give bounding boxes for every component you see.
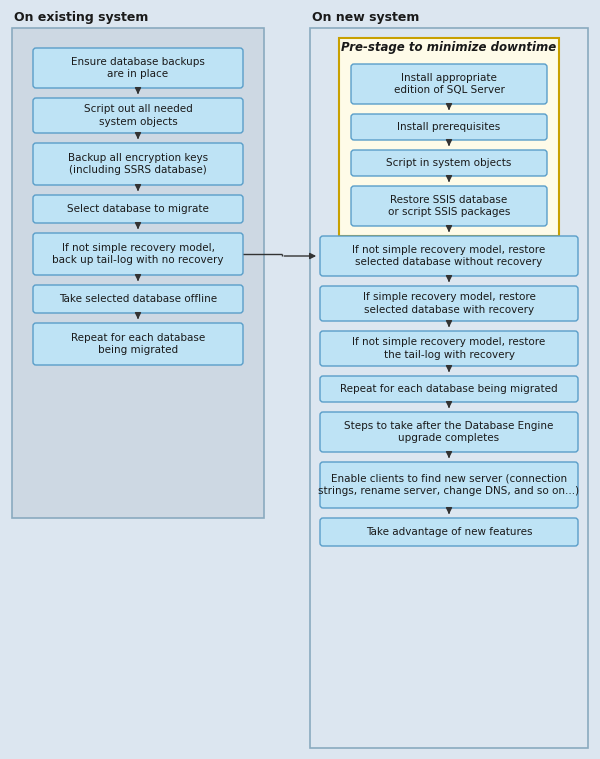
FancyBboxPatch shape <box>320 412 578 452</box>
FancyBboxPatch shape <box>33 143 243 185</box>
FancyBboxPatch shape <box>351 114 547 140</box>
Text: On new system: On new system <box>312 11 419 24</box>
FancyBboxPatch shape <box>33 48 243 88</box>
Bar <box>12 28 264 518</box>
Text: Steps to take after the Database Engine
upgrade completes: Steps to take after the Database Engine … <box>344 420 554 443</box>
Bar <box>339 38 559 236</box>
FancyBboxPatch shape <box>351 150 547 176</box>
FancyBboxPatch shape <box>33 98 243 133</box>
Text: Ensure database backups
are in place: Ensure database backups are in place <box>71 57 205 80</box>
FancyBboxPatch shape <box>320 331 578 366</box>
Text: Backup all encryption keys
(including SSRS database): Backup all encryption keys (including SS… <box>68 153 208 175</box>
FancyBboxPatch shape <box>320 518 578 546</box>
FancyBboxPatch shape <box>33 233 243 275</box>
FancyBboxPatch shape <box>33 323 243 365</box>
Text: Restore SSIS database
or script SSIS packages: Restore SSIS database or script SSIS pac… <box>388 194 510 217</box>
FancyBboxPatch shape <box>320 376 578 402</box>
Text: Take advantage of new features: Take advantage of new features <box>366 527 532 537</box>
Text: Repeat for each database
being migrated: Repeat for each database being migrated <box>71 332 205 355</box>
FancyBboxPatch shape <box>320 462 578 508</box>
FancyBboxPatch shape <box>320 286 578 321</box>
Text: Install prerequisites: Install prerequisites <box>397 122 500 132</box>
FancyBboxPatch shape <box>351 186 547 226</box>
Text: Take selected database offline: Take selected database offline <box>59 294 217 304</box>
Text: On existing system: On existing system <box>14 11 148 24</box>
Text: Select database to migrate: Select database to migrate <box>67 204 209 214</box>
Text: Repeat for each database being migrated: Repeat for each database being migrated <box>340 384 558 394</box>
Text: If simple recovery model, restore
selected database with recovery: If simple recovery model, restore select… <box>362 292 535 315</box>
Text: Script out all needed
system objects: Script out all needed system objects <box>83 104 193 127</box>
Text: If not simple recovery model, restore
the tail-log with recovery: If not simple recovery model, restore th… <box>352 337 545 360</box>
Text: Install appropriate
edition of SQL Server: Install appropriate edition of SQL Serve… <box>394 73 505 96</box>
Text: Script in system objects: Script in system objects <box>386 158 512 168</box>
FancyBboxPatch shape <box>33 285 243 313</box>
FancyBboxPatch shape <box>351 64 547 104</box>
Text: If not simple recovery model,
back up tail-log with no recovery: If not simple recovery model, back up ta… <box>52 243 224 266</box>
FancyBboxPatch shape <box>33 195 243 223</box>
Text: If not simple recovery model, restore
selected database without recovery: If not simple recovery model, restore se… <box>352 244 545 267</box>
Bar <box>310 28 588 748</box>
FancyBboxPatch shape <box>320 236 578 276</box>
Text: Pre-stage to minimize downtime: Pre-stage to minimize downtime <box>341 42 557 55</box>
Text: Enable clients to find new server (connection
strings, rename server, change DNS: Enable clients to find new server (conne… <box>319 474 580 496</box>
